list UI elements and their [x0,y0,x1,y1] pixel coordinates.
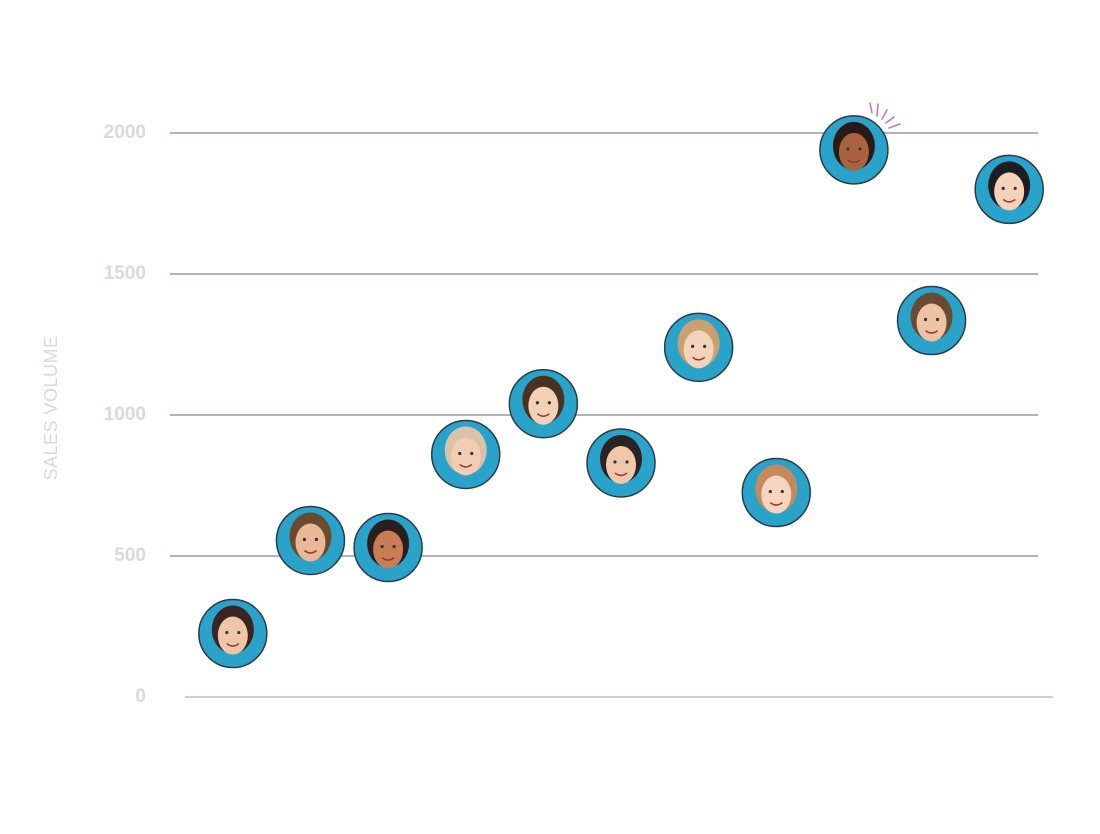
avatar-mouth [847,159,861,164]
avatar-mouth [614,472,628,477]
avatar-eye [846,147,850,151]
avatar-mouth [303,549,317,554]
avatar-eye [535,401,539,405]
y-tick-label: 1000 [104,404,146,425]
avatar-eye [458,451,462,456]
avatar-point [974,154,1044,225]
avatar-eye [935,317,940,322]
avatar-face [606,445,636,484]
y-tick-label: 0 [135,686,146,707]
avatar-point [741,457,812,528]
sparkle-ray [869,102,873,114]
avatar-eye [768,489,772,494]
avatar-face [217,616,248,655]
avatar-eye [613,460,617,464]
avatar-point [198,598,268,669]
avatar-mouth [692,356,706,361]
sparkle-ray [888,123,901,129]
avatar-point [896,285,967,356]
avatar-point [275,505,346,576]
avatar-eye [470,451,474,456]
avatar-face [838,132,869,171]
avatar-mouth [381,556,395,561]
avatar-eye [780,489,784,494]
avatar-eye [314,537,319,542]
avatar-face [916,303,947,342]
avatar-mouth [536,413,550,417]
avatar-point [508,368,579,439]
avatar-face [295,523,326,562]
avatar-eye [237,630,241,635]
avatar-eye [1013,186,1017,190]
avatar-point [430,419,501,490]
avatar-face [528,386,559,425]
avatar-face [373,530,404,569]
avatar-mouth [1002,198,1016,203]
y-axis-label: SALES VOLUME [41,335,61,480]
sparkle-ray [876,103,879,117]
avatar-mouth [226,642,240,647]
avatar-face [761,475,792,514]
y-tick-label: 500 [114,545,146,566]
avatar-face [994,172,1025,211]
avatar-mouth [769,501,783,506]
avatar-point [353,512,423,583]
avatar-point [663,312,734,383]
avatar-eye [703,344,707,348]
avatar-eye [547,401,551,405]
avatar-eye [691,344,695,348]
avatar-face [450,437,481,476]
avatar-eye [392,544,396,549]
avatar-mouth [459,463,473,468]
avatar-eye [1001,186,1005,190]
avatar-eye [302,537,307,542]
avatar-point [819,115,889,185]
avatar-mouth [925,329,939,334]
avatar-eye [858,147,862,151]
avatar-eye [380,544,384,549]
avatar-eye [225,630,229,635]
avatar-point [586,428,656,498]
sparkle-ray [885,116,895,124]
y-tick-label: 2000 [104,122,146,143]
avatar-eye [923,317,928,322]
y-tick-label: 1500 [104,263,146,284]
avatar-eye [625,460,629,464]
sparkle [869,102,901,129]
avatar-face [683,330,714,369]
sparkle-ray [881,109,888,120]
